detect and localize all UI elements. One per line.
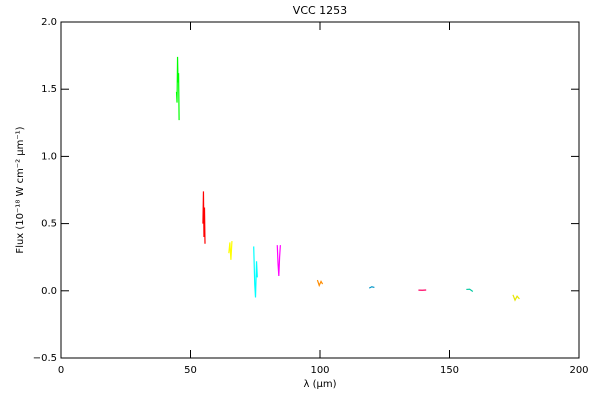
- y-tick-label: 1.0: [41, 151, 57, 162]
- spectrum-line: [512, 294, 520, 302]
- spectrum-line: [276, 245, 281, 277]
- spectrum-line: [368, 286, 375, 289]
- plot-frame: [60, 21, 580, 359]
- spectrum-line: [466, 288, 474, 292]
- spectrum-line: [202, 191, 206, 244]
- y-tick-label: 0.5: [41, 219, 57, 230]
- y-axis-label: Flux (10⁻¹⁸ W cm⁻² μm⁻¹): [15, 126, 26, 253]
- x-tick-label: 0: [58, 365, 64, 376]
- x-tick-label: 50: [184, 365, 197, 376]
- chart-title: VCC 1253: [293, 4, 347, 17]
- spectrum-line: [175, 56, 180, 121]
- spectrum-line: [316, 279, 324, 288]
- y-tick-label: −0.5: [33, 353, 57, 364]
- x-tick-label: 150: [440, 365, 459, 376]
- spectrum-line: [253, 246, 258, 298]
- y-tick-label: 2.0: [41, 17, 57, 28]
- x-axis-label: λ (μm): [303, 379, 336, 390]
- x-tick-label: 100: [310, 365, 329, 376]
- x-tick-label: 200: [569, 365, 588, 376]
- y-tick-label: 1.5: [41, 84, 57, 95]
- y-tick-label: 0.0: [41, 286, 57, 297]
- spectrum-line: [228, 241, 233, 260]
